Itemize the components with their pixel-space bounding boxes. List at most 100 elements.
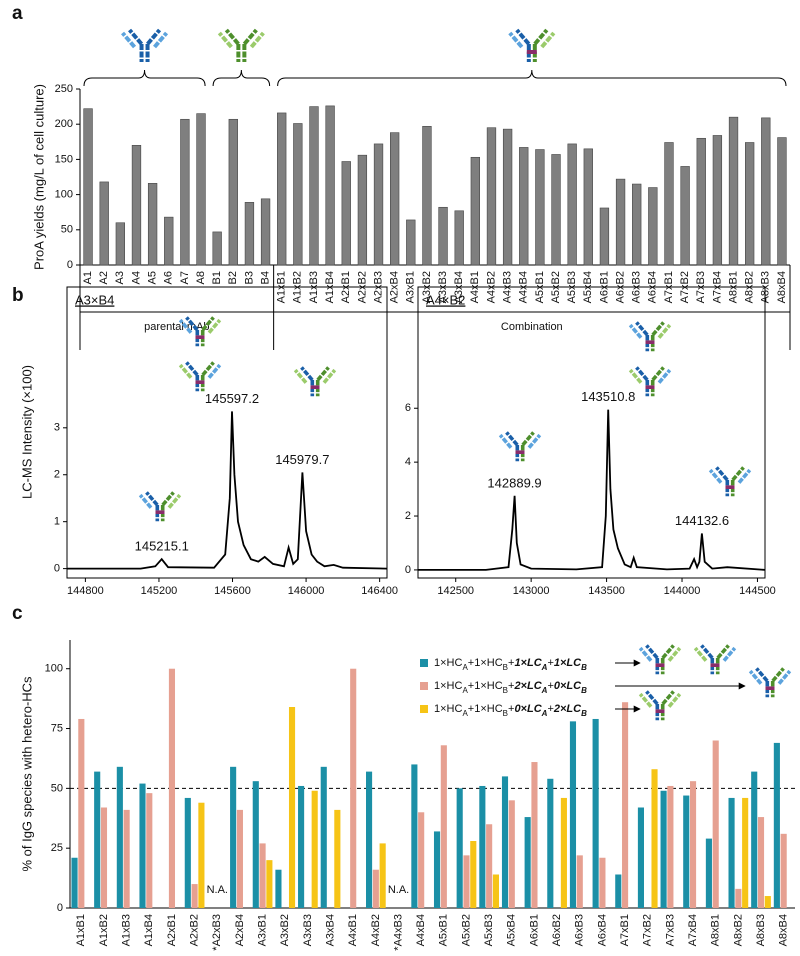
- bar: [236, 809, 243, 908]
- x-tick-label: 144000: [664, 585, 701, 597]
- chain: [207, 363, 222, 379]
- bar: [357, 154, 368, 266]
- bar: [372, 869, 379, 908]
- bar: [622, 702, 629, 908]
- bar: [94, 771, 101, 908]
- na-label: N.A.: [388, 884, 409, 896]
- bar: [757, 817, 765, 908]
- legend-label: 1×HCA+1×HCB+0×LCA+2×LCB: [434, 703, 587, 718]
- x-tick-label: A7xB4: [687, 914, 699, 946]
- bar: [592, 718, 599, 908]
- antibody-icon: [178, 316, 222, 347]
- chain: [638, 646, 653, 662]
- bar: [438, 206, 448, 266]
- x-tick-label: A7xB3: [664, 914, 676, 946]
- x-tick-label: *A4xB3: [392, 914, 404, 951]
- x-tick-label: B4: [259, 271, 271, 284]
- bar: [252, 781, 259, 908]
- chain: [505, 431, 519, 447]
- bar: [705, 838, 712, 908]
- x-tick-label: A5xB2: [460, 914, 472, 946]
- bar: [728, 797, 735, 908]
- chain: [716, 644, 730, 660]
- x-tick-label: A2xB4: [234, 914, 246, 946]
- x-tick-label: B1: [211, 271, 223, 284]
- x-tick-label: A6xB1: [528, 914, 540, 946]
- bar: [191, 884, 198, 908]
- legend-text-part: B: [503, 709, 508, 718]
- bar: [411, 764, 418, 908]
- x-tick-label: A7xB2: [642, 914, 654, 946]
- y-tick-label: 4: [405, 456, 411, 468]
- x-tick-label: A2xB1: [166, 914, 178, 946]
- x-tick-label: 143000: [513, 585, 550, 597]
- bar: [83, 108, 93, 266]
- hinge: [645, 340, 655, 344]
- bar: [486, 127, 497, 266]
- legend-text-part: 2×LC: [513, 680, 542, 692]
- bar: [660, 790, 667, 908]
- antibody-icon: [638, 644, 682, 675]
- y-tick-label: 1: [54, 516, 60, 528]
- bar: [139, 783, 146, 908]
- chain: [146, 28, 162, 46]
- antibody-icon: [748, 667, 792, 698]
- legend-text-part: B: [581, 663, 587, 672]
- y-tick-label: 0: [57, 902, 63, 914]
- brace: [212, 69, 271, 87]
- bar: [116, 766, 123, 908]
- x-tick-label: B2: [227, 271, 239, 284]
- legend-text-part: 1×HC: [474, 657, 502, 669]
- x-tick-label: A2xB4: [389, 271, 401, 303]
- bar: [463, 855, 470, 908]
- panel-letter: c: [12, 603, 23, 624]
- bar: [184, 797, 191, 908]
- x-tick-label: A5xB1: [438, 914, 450, 946]
- y-tick-label: 100: [45, 663, 63, 675]
- hinge: [645, 385, 655, 389]
- chain: [533, 28, 549, 46]
- chain: [138, 493, 153, 509]
- bar: [648, 187, 658, 266]
- bar: [689, 781, 697, 908]
- y-tick-label: 50: [61, 224, 73, 236]
- y-tick-label: 25: [51, 842, 63, 854]
- chain: [667, 692, 682, 708]
- group-label: Combination: [501, 321, 563, 333]
- legend-text-part: B: [581, 686, 587, 695]
- legend-text-part: A: [462, 709, 468, 718]
- x-tick-label: A8xB4: [778, 914, 790, 946]
- hinge: [195, 335, 205, 339]
- bar: [422, 126, 432, 266]
- bar: [418, 812, 425, 908]
- bar: [406, 219, 416, 266]
- bar: [637, 807, 644, 908]
- bar: [454, 210, 464, 266]
- y-tick-label: 3: [54, 422, 60, 434]
- bar: [712, 740, 719, 908]
- x-tick-label: *A2xB3: [211, 914, 223, 951]
- bar: [78, 718, 85, 908]
- legend-text-part: B: [581, 709, 587, 718]
- peak-label: 145215.1: [135, 539, 189, 554]
- antibody-icon: [508, 28, 556, 62]
- y-tick-label: 0: [54, 563, 60, 575]
- x-tick-label: A1xB1: [75, 914, 87, 946]
- bar: [531, 762, 538, 908]
- chain: [521, 431, 535, 447]
- plot-frame: [417, 286, 766, 579]
- y-tick-label: 2: [405, 510, 411, 522]
- brace: [277, 69, 787, 87]
- y-tick-label: 250: [55, 83, 73, 95]
- chain: [657, 323, 672, 339]
- chain: [635, 321, 649, 337]
- x-tick-label: A6: [163, 271, 175, 284]
- legend-swatch: [420, 659, 428, 667]
- y-axis-label: ProA yields (mg/L of cell culture): [31, 84, 46, 270]
- antibody-icon: [178, 361, 222, 392]
- x-tick-label: A3xB1: [405, 271, 417, 303]
- chain: [661, 644, 675, 660]
- bar: [751, 771, 758, 908]
- bar: [168, 668, 176, 908]
